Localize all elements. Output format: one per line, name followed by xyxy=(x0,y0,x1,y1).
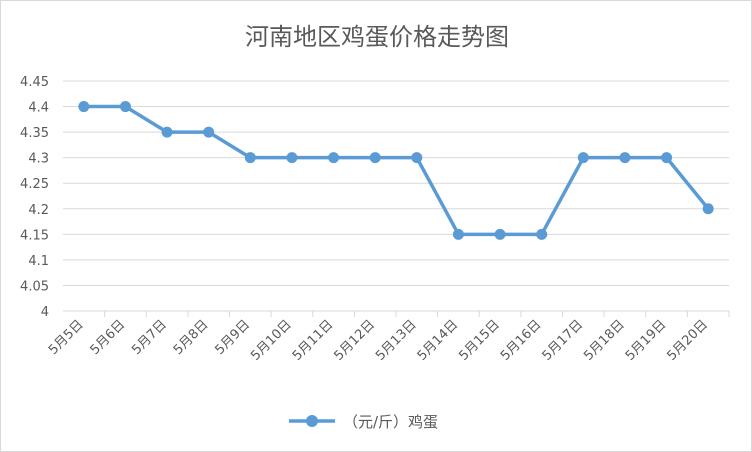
x-tick-label: 5月15日 xyxy=(456,317,503,364)
x-tick-label: 5月12日 xyxy=(331,317,378,364)
y-tick-label: 4.35 xyxy=(20,126,49,141)
x-tick-label: 5月19日 xyxy=(623,317,670,364)
y-tick-label: 4.25 xyxy=(20,177,49,192)
y-tick-label: 4.3 xyxy=(28,152,49,167)
x-tick-label: 5月5日 xyxy=(46,317,87,358)
data-point xyxy=(661,152,673,164)
x-tick-label: 5月20日 xyxy=(664,317,711,364)
data-point xyxy=(78,101,90,113)
y-tick-label: 4.45 xyxy=(20,75,49,90)
x-tick-label: 5月13日 xyxy=(373,317,420,364)
chart-title: 河南地区鸡蛋价格走势图 xyxy=(245,23,509,51)
y-tick-label: 4.4 xyxy=(28,101,49,116)
y-tick-label: 4.2 xyxy=(28,203,49,218)
x-tick-label: 5月16日 xyxy=(498,317,545,364)
series-line xyxy=(83,104,710,237)
data-point xyxy=(536,228,548,240)
legend-label: （元/斤）鸡蛋 xyxy=(343,413,438,431)
legend: （元/斤）鸡蛋 xyxy=(289,413,438,431)
x-tick-label: 5月18日 xyxy=(581,317,628,364)
x-tick-label: 5月7日 xyxy=(129,317,170,358)
y-axis-ticks: 4 4.05 4.1 4.15 4.2 4.25 4.3 4.35 4.4 4.45 xyxy=(20,75,49,320)
data-point xyxy=(244,152,256,164)
data-point xyxy=(494,228,506,240)
x-tick-label: 5月10日 xyxy=(248,317,295,364)
legend-swatch-marker xyxy=(306,415,318,427)
data-point xyxy=(328,152,340,164)
data-point xyxy=(452,228,464,240)
data-point xyxy=(119,101,131,113)
series-layer xyxy=(78,101,714,240)
x-tick-label: 5月8日 xyxy=(171,317,212,358)
y-tick-label: 4.15 xyxy=(20,228,49,243)
x-tick-label: 5月14日 xyxy=(415,317,462,364)
x-tick-label: 5月11日 xyxy=(290,317,337,364)
y-tick-label: 4.1 xyxy=(28,254,49,269)
gridlines xyxy=(63,80,729,312)
data-point xyxy=(203,126,215,138)
y-tick-label: 4 xyxy=(41,305,49,320)
x-tick-label: 5月6日 xyxy=(88,317,129,358)
x-tick-label: 5月17日 xyxy=(540,317,587,364)
data-point xyxy=(411,152,423,164)
y-tick-label: 4.05 xyxy=(20,279,49,294)
x-tick-label: 5月9日 xyxy=(212,317,253,358)
data-point xyxy=(161,126,173,138)
data-point xyxy=(369,152,381,164)
data-point xyxy=(577,152,589,164)
data-point xyxy=(286,152,298,164)
x-axis-ticks: 5月5日 5月6日 5月7日 5月8日 5月9日5月10日5月11日5月12日5月13日… xyxy=(46,311,730,364)
data-point xyxy=(702,203,714,215)
data-point xyxy=(619,152,631,164)
